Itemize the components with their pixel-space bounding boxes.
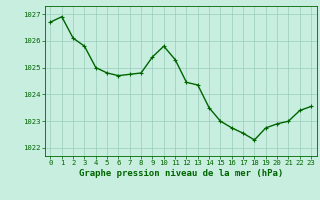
X-axis label: Graphe pression niveau de la mer (hPa): Graphe pression niveau de la mer (hPa) bbox=[79, 169, 283, 178]
